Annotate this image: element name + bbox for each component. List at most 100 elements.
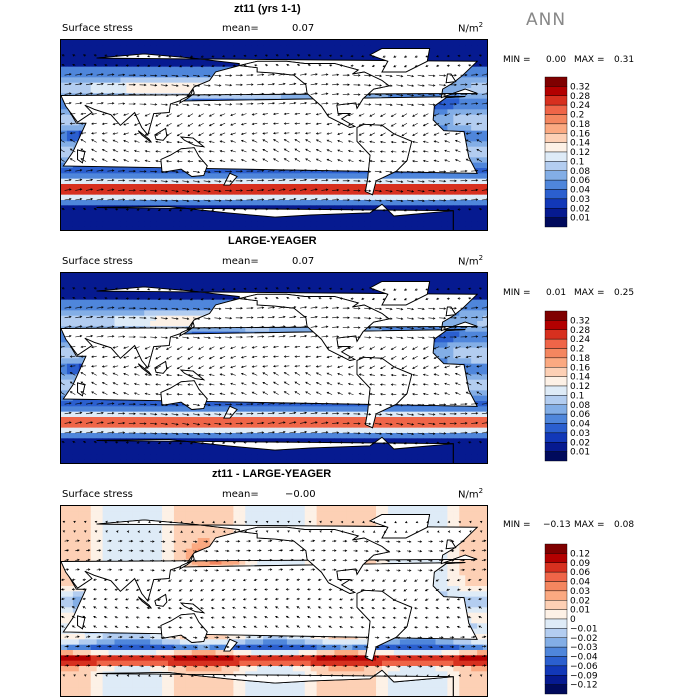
field-cell [477, 347, 484, 354]
wind-arrow [208, 140, 215, 143]
field-cell [78, 88, 86, 94]
field-cell [245, 205, 252, 212]
field-cell [483, 385, 487, 391]
wind-arrow [211, 64, 215, 68]
panel-1-min-value: 0.00 [546, 55, 567, 65]
field-cell [399, 200, 407, 206]
field-cell [483, 210, 487, 217]
wind-arrow [61, 158, 65, 162]
field-cell [483, 104, 487, 110]
field-cell [423, 189, 430, 196]
field-cell [168, 283, 175, 290]
field-cell [328, 216, 335, 222]
field-cell [114, 184, 121, 190]
wind-arrow [328, 54, 333, 58]
field-cell [387, 40, 395, 46]
field-cell [191, 50, 199, 57]
field-cell [108, 88, 115, 94]
field-cell [364, 205, 371, 212]
field-cell [370, 273, 377, 279]
field-cell [263, 45, 270, 52]
wind-arrow [96, 82, 104, 86]
field-cell [483, 82, 487, 89]
wind-arrow [235, 189, 243, 192]
field-cell [150, 299, 157, 306]
field-cell [162, 321, 169, 327]
field-cell [72, 273, 80, 279]
wind-arrow [396, 180, 404, 183]
field-cell [423, 221, 430, 228]
field-cell [340, 216, 347, 222]
field-cell [376, 226, 383, 230]
field-cell [352, 178, 359, 185]
field-cell [138, 82, 145, 89]
wind-arrow [454, 149, 461, 153]
field-cell [84, 82, 92, 89]
field-cell [96, 200, 104, 206]
field-cell [96, 210, 104, 217]
field-cell [275, 226, 282, 230]
field-cell [185, 88, 193, 94]
field-cell [61, 283, 68, 290]
field-cell [310, 40, 318, 46]
wind-arrow [374, 199, 383, 202]
wind-arrow [289, 92, 297, 95]
field-cell [84, 194, 92, 201]
field-cell [447, 104, 454, 110]
wind-arrow [350, 64, 354, 67]
field-cell [150, 278, 157, 285]
field-cell [185, 40, 193, 46]
wind-arrow [318, 64, 322, 67]
field-cell [203, 283, 211, 290]
field-cell [191, 283, 199, 290]
wind-arrow [471, 83, 479, 86]
wind-arrow [225, 199, 233, 202]
field-cell [483, 273, 487, 279]
field-cell [179, 310, 187, 317]
field-cell [102, 184, 109, 190]
field-cell [393, 216, 401, 222]
field-cell [156, 226, 163, 230]
field-cell [156, 173, 163, 180]
field-cell [429, 289, 436, 295]
wind-arrow [64, 169, 72, 172]
field-cell [447, 315, 454, 322]
field-cell [78, 216, 86, 222]
wind-arrow [139, 74, 147, 77]
field-cell [120, 82, 127, 89]
field-cell [483, 136, 487, 142]
wind-arrow [123, 132, 129, 136]
wind-arrow [428, 180, 436, 183]
field-cell [465, 331, 472, 338]
wind-arrow [240, 132, 247, 135]
wind-arrow [433, 150, 440, 153]
wind-arrow [230, 122, 236, 126]
field-cell [114, 226, 121, 230]
wind-arrow [289, 188, 297, 191]
field-cell [411, 40, 419, 46]
field-cell [221, 221, 228, 228]
wind-arrow [428, 199, 436, 202]
wind-arrow [91, 148, 97, 153]
field-cell [179, 50, 187, 57]
field-cell [120, 221, 127, 228]
field-cell [483, 331, 487, 338]
wind-arrow [75, 178, 83, 182]
field-cell [393, 205, 401, 212]
field-cell [197, 216, 205, 222]
wind-arrow [61, 148, 65, 153]
field-cell [286, 226, 294, 230]
field-cell [78, 173, 86, 180]
field-cell [358, 278, 365, 285]
wind-arrow [471, 73, 479, 76]
field-cell [453, 45, 460, 52]
field-cell [215, 93, 222, 100]
field-cell [310, 205, 318, 212]
wind-arrow [179, 55, 183, 58]
wind-arrow [96, 188, 104, 191]
field-cell [275, 278, 282, 285]
field-cell [340, 200, 347, 206]
field-cell [441, 321, 448, 327]
field-cell [203, 273, 211, 279]
field-cell [108, 321, 115, 327]
